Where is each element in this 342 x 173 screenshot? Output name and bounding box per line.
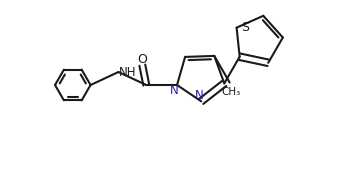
Text: N: N	[170, 84, 179, 97]
Text: CH₃: CH₃	[221, 86, 240, 97]
Text: N: N	[195, 89, 203, 102]
Text: S: S	[241, 21, 250, 34]
Text: NH: NH	[119, 66, 136, 79]
Text: O: O	[137, 53, 147, 66]
